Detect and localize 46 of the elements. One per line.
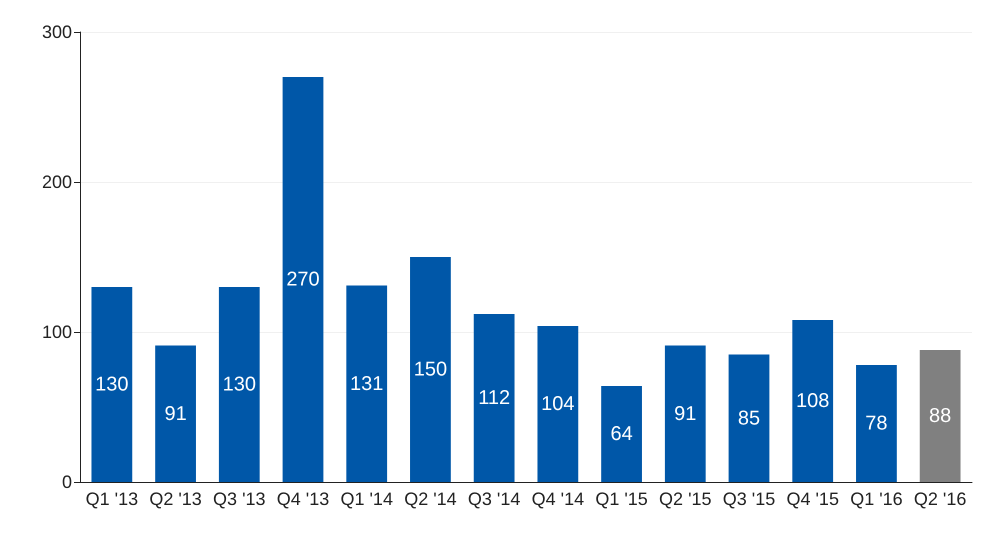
bar xyxy=(601,386,642,482)
x-tick-label: Q1 '14 xyxy=(340,489,393,509)
y-tick-label: 300 xyxy=(42,22,72,42)
data-label: 64 xyxy=(610,423,633,445)
bar xyxy=(920,350,961,482)
data-label: 130 xyxy=(222,374,256,396)
x-tick-label: Q4 '13 xyxy=(276,489,330,509)
y-tick-label: 0 xyxy=(62,472,72,492)
x-tick-label: Q1 '13 xyxy=(86,489,138,509)
bar xyxy=(537,326,578,482)
data-label: 270 xyxy=(286,268,320,290)
bar xyxy=(410,257,451,482)
x-tick-label: Q4 '15 xyxy=(786,489,839,509)
x-tick-label: Q1 '15 xyxy=(595,489,648,509)
bar xyxy=(282,77,324,482)
bar xyxy=(474,314,515,482)
bar xyxy=(91,287,132,482)
x-tick-label: Q1 '16 xyxy=(850,489,903,509)
x-tick-label: Q2 '13 xyxy=(149,489,202,509)
x-tick-label: Q3 '13 xyxy=(213,489,266,509)
data-label: 104 xyxy=(541,393,575,415)
x-tick-label: Q2 '16 xyxy=(914,489,966,509)
x-tick-label: Q3 '15 xyxy=(722,489,776,509)
data-label: 131 xyxy=(350,372,384,395)
data-label: 112 xyxy=(478,387,510,409)
bar xyxy=(664,346,706,482)
bar xyxy=(218,287,260,482)
bar xyxy=(856,365,897,482)
bar xyxy=(346,286,388,482)
data-label: 130 xyxy=(95,374,129,396)
data-label: 88 xyxy=(929,405,952,427)
x-tick-label: Q2 '14 xyxy=(404,489,457,509)
bar xyxy=(792,320,834,482)
x-tick-label: Q4 '14 xyxy=(532,489,584,509)
x-tick-label: Q3 '14 xyxy=(468,489,520,509)
y-tick-label: 200 xyxy=(42,172,72,192)
bar xyxy=(155,346,196,482)
data-label: 91 xyxy=(164,402,187,425)
x-tick-label: Q2 '15 xyxy=(659,489,712,509)
data-label: 78 xyxy=(865,412,888,434)
y-tick-label: 100 xyxy=(42,322,72,342)
data-label: 85 xyxy=(738,407,760,430)
data-label: 150 xyxy=(414,358,448,380)
bar xyxy=(728,354,770,482)
data-label: 108 xyxy=(796,390,830,412)
data-label: 91 xyxy=(674,402,696,425)
